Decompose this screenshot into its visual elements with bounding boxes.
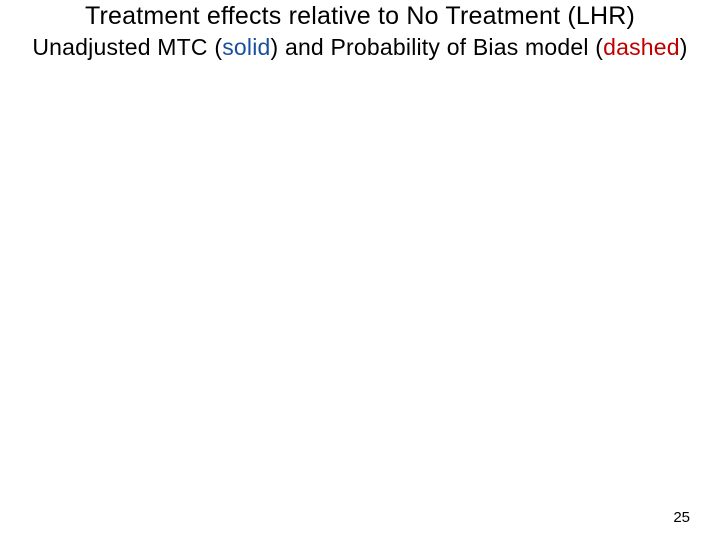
slide-subtitle: Unadjusted MTC (solid) and Probability o… <box>0 34 720 61</box>
subtitle-solid-word: solid <box>222 34 270 60</box>
subtitle-dashed-word: dashed <box>603 34 680 60</box>
slide-container: Treatment effects relative to No Treatme… <box>0 0 720 540</box>
subtitle-prefix: Unadjusted MTC ( <box>32 34 222 60</box>
page-number: 25 <box>673 509 690 526</box>
subtitle-mid: ) and Probability of Bias model ( <box>271 34 604 60</box>
subtitle-suffix: ) <box>680 34 688 60</box>
slide-title: Treatment effects relative to No Treatme… <box>0 2 720 31</box>
